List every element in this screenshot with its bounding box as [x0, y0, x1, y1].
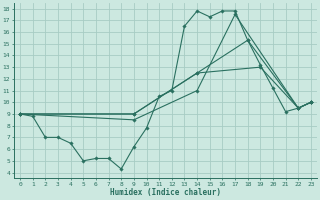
X-axis label: Humidex (Indice chaleur): Humidex (Indice chaleur) [110, 188, 221, 197]
